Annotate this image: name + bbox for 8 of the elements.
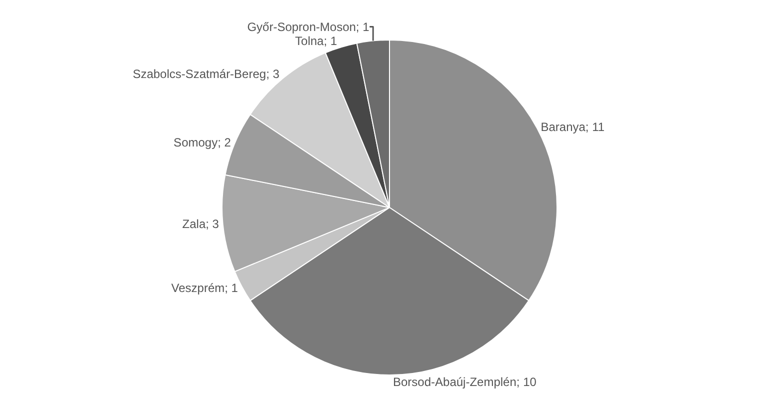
slice-label: Veszprém; 1 <box>171 281 238 296</box>
slice-label: Tolna; 1 <box>295 34 338 48</box>
slice-label: Somogy; 2 <box>174 135 232 150</box>
slice-label: Szabolcs-Szatmár-Bereg; 3 <box>132 66 280 81</box>
slice-label: Győr-Sopron-Moson; 1 <box>247 20 370 34</box>
slice-label: Zala; 3 <box>182 216 220 231</box>
slice-label: Baranya; 11 <box>540 120 605 134</box>
slice-label: Borsod-Abaúj-Zemplén; 10 <box>393 375 537 389</box>
